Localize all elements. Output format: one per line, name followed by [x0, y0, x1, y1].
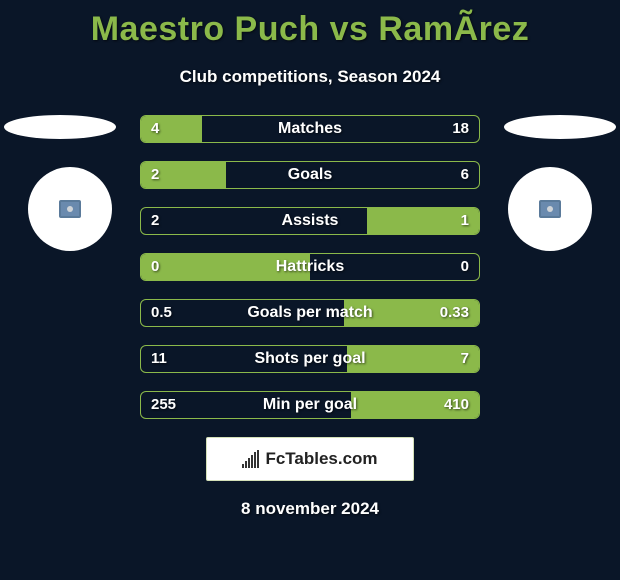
- comparison-chart: 418Matches 26Goals 21Assists 00Hattricks 0.5…: [0, 115, 620, 419]
- page-subtitle: Club competitions, Season 2024: [0, 67, 620, 87]
- placeholder-icon: [539, 200, 561, 218]
- signal-icon: [242, 450, 259, 468]
- stat-label: Shots per goal: [141, 346, 479, 372]
- footer-brand-box: FcTables.com: [206, 437, 414, 481]
- stat-row: 00Hattricks: [140, 253, 480, 281]
- stat-row: 26Goals: [140, 161, 480, 189]
- date-text: 8 november 2024: [0, 499, 620, 519]
- stat-row: 255410Min per goal: [140, 391, 480, 419]
- right-player-avatar: [508, 167, 592, 251]
- stat-label: Goals: [141, 162, 479, 188]
- stat-label: Matches: [141, 116, 479, 142]
- stat-bars-container: 418Matches 26Goals 21Assists 00Hattricks 0.5…: [140, 115, 480, 419]
- stat-label: Goals per match: [141, 300, 479, 326]
- left-team-ellipse: [4, 115, 116, 139]
- stat-row: 0.50.33Goals per match: [140, 299, 480, 327]
- stat-row: 117Shots per goal: [140, 345, 480, 373]
- footer-logo: FcTables.com: [242, 449, 377, 469]
- stat-row: 21Assists: [140, 207, 480, 235]
- stat-row: 418Matches: [140, 115, 480, 143]
- page-title: Maestro Puch vs RamÃ­rez: [0, 0, 620, 49]
- stat-label: Hattricks: [141, 254, 479, 280]
- left-player-avatar: [28, 167, 112, 251]
- right-team-ellipse: [504, 115, 616, 139]
- stat-label: Min per goal: [141, 392, 479, 418]
- placeholder-icon: [59, 200, 81, 218]
- stat-label: Assists: [141, 208, 479, 234]
- footer-brand-text: FcTables.com: [265, 449, 377, 469]
